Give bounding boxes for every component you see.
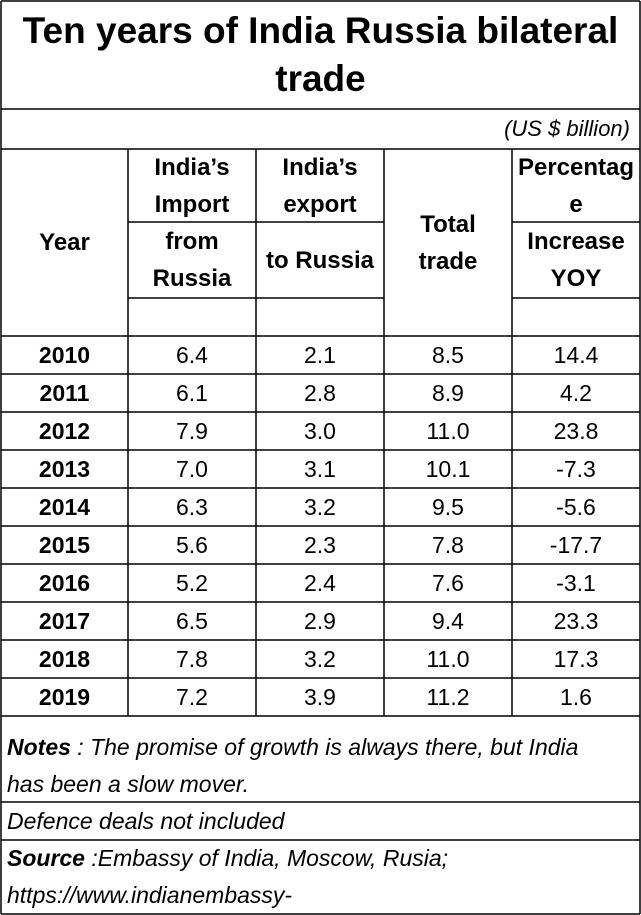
notes-block: Notes : The promise of growth is always … [1,729,640,802]
notes-text-2: has been a slow mover. [7,771,250,797]
header-year: Year [1,149,128,336]
unit-label-text: (US $ billion) [504,116,630,141]
cell-pct: 17.3 [553,645,599,672]
cell-total: 11.0 [426,417,470,444]
header-total-line2: trade [418,247,478,275]
header-year-label: Year [39,229,90,256]
cell-import: 6.5 [176,607,208,634]
cell-year: 2018 [38,645,91,672]
source-line1: Source :Embassy of India, Moscow, Rusia; [7,840,448,877]
header-import-bottom: from Russia [128,222,256,298]
cell-year: 2012 [38,417,91,444]
header-pct-bottom: Increase YOY [512,222,640,298]
header-pct-line2: e [569,190,583,218]
header-pct-top: Percentag e [512,149,640,222]
source-text-1: :Embassy of India, Moscow, Rusia; [84,845,449,871]
header-total: Total trade [384,149,512,336]
cell-year: 2010 [38,341,91,368]
cell-pct: -5.6 [556,493,596,520]
cell-total: 9.5 [432,493,464,520]
header-import-line3: from [165,228,219,255]
notes-text-1: : The promise of growth is always there,… [70,734,579,760]
cell-pct: 4.2 [560,379,592,406]
cell-pct: 1.6 [560,683,592,710]
cell-import: 6.1 [176,379,208,406]
cell-total: 11.0 [426,645,470,672]
header-export-bottom: to Russia [256,222,384,298]
defence-note: Defence deals not included [1,802,640,840]
cell-import: 7.0 [176,455,208,482]
cell-total: 7.8 [432,531,464,558]
cell-import: 5.2 [176,569,208,596]
cell-import: 5.6 [176,531,208,558]
cell-export: 2.3 [304,531,336,558]
cell-total: 7.6 [432,569,464,596]
header-export-line1: India’s [282,153,358,181]
cell-total: 9.4 [432,607,464,634]
cell-year: 2015 [38,531,91,558]
page-title-text: Ten years of India Russia bilateral trad… [22,10,619,99]
cell-export: 3.2 [304,493,336,520]
header-import-line2: Import [154,190,230,218]
cell-pct: -3.1 [556,569,596,596]
header-import-top: India’s Import [128,149,256,222]
cell-export: 3.1 [304,455,336,482]
source-block: Source :Embassy of India, Moscow, Rusia;… [1,840,640,914]
cell-year: 2016 [38,569,91,596]
defence-note-text: Defence deals not included [7,807,285,834]
cell-total: 11.2 [426,683,470,710]
header-import-line1: India’s [154,153,230,181]
source-link[interactable]: https://www.indianembassy- [7,882,293,908]
cell-total: 10.1 [425,455,471,482]
cell-pct: -7.3 [556,455,596,482]
cell-export: 2.9 [304,607,336,634]
header-import-line4: Russia [152,265,232,292]
header-export-top: India’s export [256,149,384,222]
cell-pct: 23.8 [553,417,599,444]
cell-total: 8.9 [432,379,464,406]
header-pct-line4: YOY [550,265,602,292]
notes-line1: Notes : The promise of growth is always … [7,729,578,766]
header-export-line3: to Russia [265,246,375,274]
cell-year: 2013 [38,455,91,482]
cell-pct: -17.7 [549,531,603,558]
cell-pct: 14.4 [553,341,599,368]
cell-year: 2014 [38,493,91,520]
header-pct-line3: Increase [527,228,625,255]
cell-export: 3.2 [304,645,336,672]
cell-pct: 23.3 [553,607,599,634]
notes-line2: has been a slow mover. [7,766,249,803]
header-export-line2: export [283,190,357,218]
unit-label: (US $ billion) [1,109,640,149]
cell-import: 7.8 [176,645,208,672]
cell-export: 3.9 [304,683,336,710]
cell-export: 2.4 [304,569,336,596]
notes-label: Notes [7,734,71,760]
cell-import: 6.3 [176,493,208,520]
cell-export: 2.1 [304,341,336,368]
header-total-line1: Total [420,210,476,238]
page-title: Ten years of India Russia bilateral trad… [1,1,640,109]
cell-import: 7.2 [176,683,208,710]
cell-year: 2019 [38,683,91,710]
cell-year: 2017 [38,607,91,634]
cell-export: 3.0 [304,417,336,444]
source-label: Source [7,845,85,871]
cell-total: 8.5 [432,341,464,368]
cell-import: 7.9 [176,417,208,444]
cell-year: 2011 [39,379,90,406]
source-line2: https://www.indianembassy- [7,877,292,914]
header-pct-line1: Percentag [517,153,635,181]
cell-export: 2.8 [304,379,336,406]
cell-import: 6.4 [176,341,208,368]
